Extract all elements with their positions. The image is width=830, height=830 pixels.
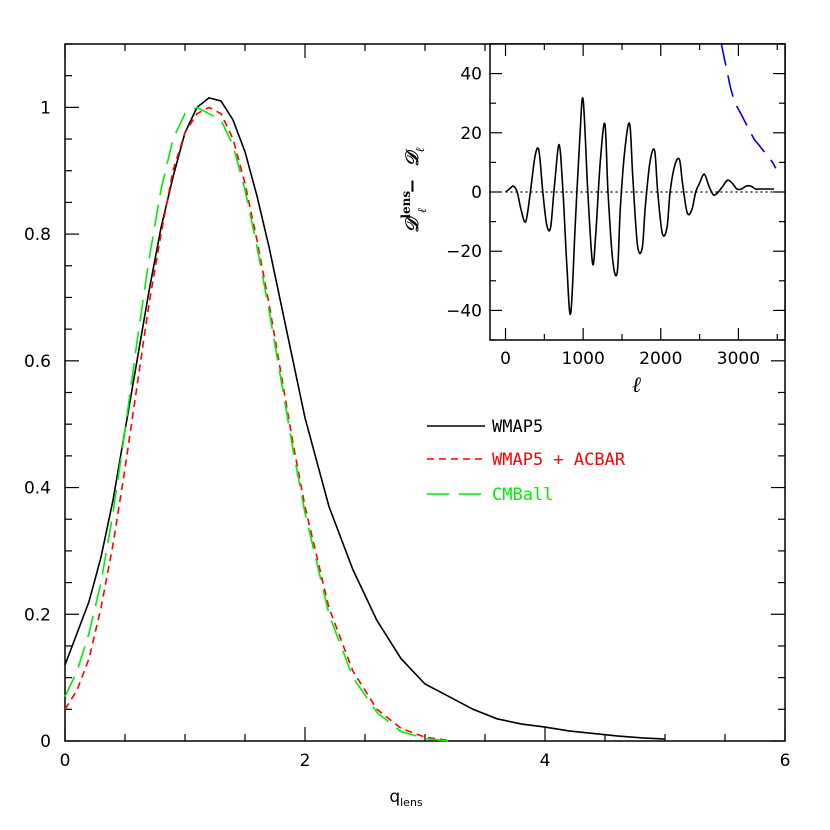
inset-y-tick-label: 40: [460, 65, 482, 85]
main-x-tick-label: 6: [780, 751, 791, 771]
main-tick-labels: 0 2 4 6 0 0.2 0.4 0.6 0.8 1: [24, 98, 790, 771]
main-y-tick-label: 0.6: [24, 352, 51, 372]
inset-y-tick-label: 20: [460, 124, 482, 144]
inset-x-axis-label: ℓ: [632, 372, 641, 398]
inset-y-label-sub: ℓ: [415, 208, 429, 213]
main-x-tick-label: 2: [300, 751, 311, 771]
main-series-line-2: [64, 106, 450, 742]
legend-label-1: WMAP5: [492, 417, 543, 437]
legend-label-3: CMBall: [492, 485, 553, 505]
inset-y-label-minus: −: [402, 179, 423, 194]
legend: WMAP5 WMAP5 + ACBAR CMBall: [427, 417, 626, 505]
main-series-line-1: [64, 97, 666, 740]
inset-tick-labels: 0 1000 2000 3000 −40 −20 0 20 40: [446, 65, 760, 369]
main-x-axis-label: qlens: [389, 787, 423, 809]
inset-y-label-end-sub: ℓ: [413, 147, 427, 152]
inset-x-tick-label: 3000: [717, 349, 760, 369]
inset-y-label-sup: lens: [399, 191, 413, 219]
legend-label-2: WMAP5 + ACBAR: [492, 450, 626, 470]
inset-x-tick-label: 0: [500, 349, 511, 369]
main-y-tick-label: 0.2: [24, 605, 51, 625]
inset-y-tick-label: −20: [446, 242, 482, 262]
inset-series-line-1: [505, 97, 775, 316]
main-x-tick-label: 4: [540, 751, 551, 771]
main-series-lines: [64, 97, 666, 742]
main-y-tick-label: 0.8: [24, 225, 51, 245]
main-y-tick-label: 1: [40, 98, 51, 118]
inset-y-tick-label: −40: [446, 301, 482, 321]
inset-x-tick-label: 2000: [639, 349, 682, 369]
inset-y-tick-label: 0: [471, 183, 482, 203]
inset-y-label-main: 𝒟: [402, 215, 423, 233]
inset-x-tick-label: 1000: [562, 349, 605, 369]
main-series-line-3: [64, 106, 450, 742]
main-y-tick-label: 0: [40, 732, 51, 752]
inset-series-line-2: [720, 43, 777, 169]
main-x-axis-label-sub: lens: [400, 796, 423, 809]
main-x-tick-label: 0: [60, 751, 71, 771]
inset-ticks: [490, 43, 785, 341]
inset-y-axis-label: 𝒟lens ℓ−𝒟ℓ: [399, 147, 429, 233]
inset-y-label-end: 𝒟: [402, 149, 423, 167]
inset-series-lines: [505, 43, 777, 316]
main-x-axis-label-main: q: [389, 787, 400, 807]
main-y-tick-label: 0.4: [24, 479, 51, 499]
